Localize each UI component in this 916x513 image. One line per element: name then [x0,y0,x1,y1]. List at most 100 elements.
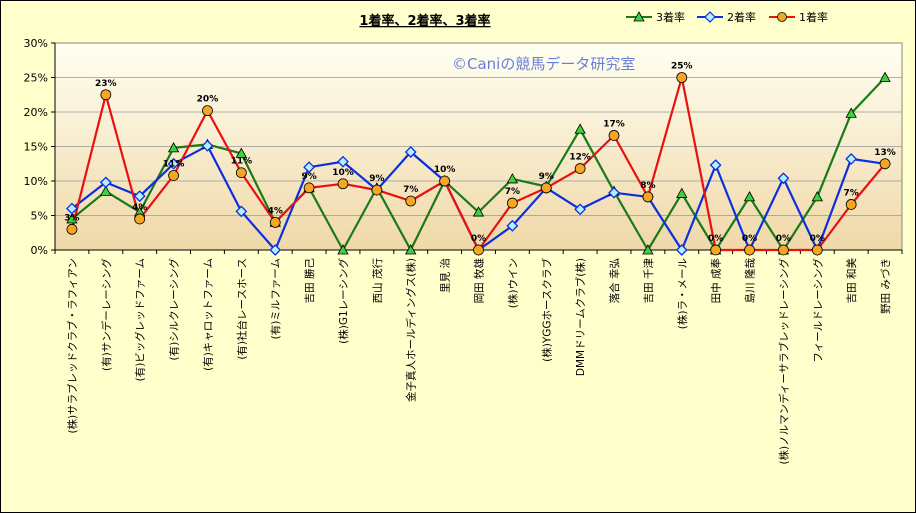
point-third [405,244,417,255]
point-win [574,163,586,174]
data-label: 3% [64,213,79,223]
point-second [99,176,112,189]
point-second [709,159,722,172]
point-third [167,142,180,153]
point-third [676,187,688,198]
point-third [811,191,823,202]
x-category-label: 金子真人ホールディングス(株) [405,258,418,402]
point-win [540,182,552,194]
point-third [574,123,586,134]
chart-title: 1着率、2着率、3着率 [359,13,490,29]
y-tick-label: 25% [24,72,48,85]
legend-label-second: 2着率 [727,10,756,24]
data-label: 17% [603,119,625,129]
x-category-label: (有)キャロットファーム [201,258,214,371]
point-win [506,197,518,209]
point-third [506,173,519,184]
x-category-label: (株)YGGホースクラブ [540,258,553,362]
data-label: 0% [471,234,486,244]
point-second [574,203,587,216]
y-tick-label: 5% [31,210,48,223]
point-win [405,195,417,207]
data-label: 8% [640,181,655,191]
data-label: 23% [95,79,117,89]
data-label: 0% [810,234,825,244]
point-second [201,139,214,152]
x-category-label: 吉田 千津 [643,258,655,304]
x-category-label: 島川 隆哉 [744,258,757,304]
point-second [506,219,519,232]
data-label: 0% [708,234,723,244]
point-win [778,244,789,256]
point-third [879,71,891,82]
x-category-label: (有)ビッグレッドファーム [134,258,147,381]
point-third [337,244,349,255]
point-second [235,205,248,218]
series-group [66,71,891,256]
point-second [66,202,78,215]
point-win [642,191,654,203]
point-win [202,105,213,117]
point-win [879,158,891,170]
x-axis: (株)サラブレッドクラブ・ラフィアン (有)サンデーレーシング (有)ビッグレッドフ… [54,249,903,465]
data-label: 7% [844,188,859,198]
data-label: 7% [505,187,520,197]
point-second [269,244,282,256]
x-category-label: 吉田 和美 [845,258,858,304]
point-second [303,161,316,174]
data-label: 25% [671,62,693,72]
point-win [811,244,823,256]
point-win [100,89,112,101]
point-win [269,216,281,228]
watermark: ©Caniの競馬データ研究室 [452,55,635,73]
point-third [845,107,857,118]
x-category-label: 西山 茂行 [371,258,384,304]
legend-marker-second [704,11,716,23]
x-category-label: (株)ウイン [506,258,519,308]
x-category-label: 吉田 勝己 [303,258,316,304]
x-category-label: 岡田 牧雄 [473,258,486,303]
y-axis: 0% 5% 10% 15% 20% 25% 30% [24,37,56,257]
point-win [337,178,349,190]
point-win [473,244,484,256]
point-third [743,191,756,202]
data-label: 11% [231,157,253,167]
data-label: 0% [742,234,757,244]
x-category-label: (有)社台レースホース [235,258,248,360]
data-label: 10% [332,168,354,178]
legend: 3着率 2着率 1着率 [626,10,828,24]
legend-label-win: 1着率 [799,10,828,24]
point-win [235,167,247,179]
data-label: 13% [874,148,896,158]
x-category-label: フィールドレーシング [811,258,824,363]
y-tick-label: 30% [24,37,48,50]
data-labels: 3% 23% 4% 11% 20% 11% 4% 9% 10% 9% 7% 10% 0% 7% 9% 12% 1… [64,62,896,245]
gridlines [55,77,902,216]
x-category-label: 里見 治 [439,258,452,293]
data-label: 11% [163,159,185,169]
data-label: 20% [197,95,219,105]
point-win [303,182,315,194]
point-second [337,155,349,168]
y-tick-label: 15% [24,141,48,154]
data-label: 7% [403,185,418,195]
point-win [439,175,451,187]
x-category-label: (有)サンデーレーシング [100,258,113,371]
y-tick-label: 20% [24,106,48,119]
x-category-label: (株)G1レーシング [337,258,350,344]
point-third [100,185,112,196]
y-tick-label: 10% [24,175,48,188]
data-label: 4% [268,206,283,216]
x-category-label: (株)ラ・メール [676,258,689,329]
legend-label-third: 3着率 [656,10,685,24]
point-win [845,199,857,210]
point-win [608,130,620,141]
x-category-label: (株)ノルマンディーサラブレッドレーシング [777,258,790,465]
point-second [133,190,146,203]
point-third [66,213,78,224]
x-category-label: (有)ミルファーム [269,258,282,339]
point-second [608,186,620,199]
legend-marker-win [777,12,787,22]
point-third [642,244,654,255]
